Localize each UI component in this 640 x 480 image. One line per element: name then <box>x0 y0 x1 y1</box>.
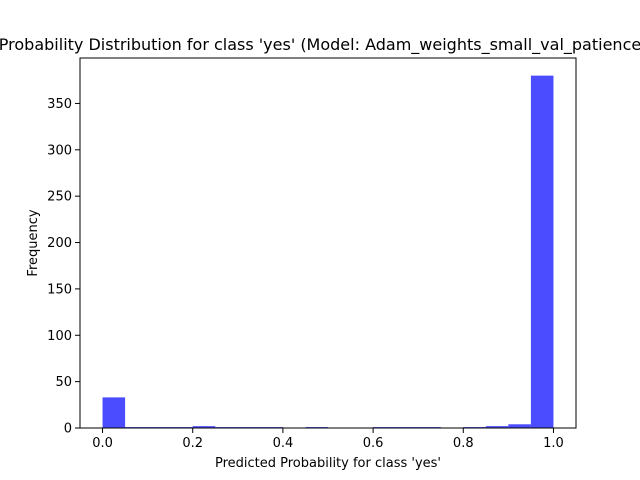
histogram-bar-18 <box>508 424 531 428</box>
y-tick-label: 150 <box>47 282 72 297</box>
x-tick-label: 0.4 <box>273 436 294 451</box>
x-tick-label: 0.8 <box>453 436 474 451</box>
y-tick-label: 0 <box>64 422 72 437</box>
y-tick-label: 350 <box>47 97 72 112</box>
histogram-bar-17 <box>485 426 509 428</box>
y-tick-label: 100 <box>47 329 72 344</box>
y-axis-label: Frequency <box>26 209 41 276</box>
x-tick-label: 0.0 <box>92 436 113 451</box>
histogram-bars <box>102 75 554 428</box>
histogram-bar-4 <box>192 426 216 428</box>
y-tick-label: 250 <box>47 190 72 205</box>
x-axis-ticks: 0.0 0.2 0.4 0.6 0.8 1.0 <box>92 428 564 451</box>
histogram-bar-19 <box>530 75 554 428</box>
y-tick-label: 50 <box>55 375 72 390</box>
x-tick-label: 0.2 <box>182 436 203 451</box>
plot-frame <box>79 57 577 429</box>
x-axis-label: Predicted Probability for class 'yes' <box>215 456 441 471</box>
chart-title: Probability Distribution for class 'yes'… <box>0 35 640 55</box>
x-tick-label: 1.0 <box>543 436 564 451</box>
y-tick-label: 200 <box>47 236 72 251</box>
x-tick-label: 0.6 <box>363 436 384 451</box>
histogram-bar-0 <box>102 397 126 428</box>
y-axis-ticks: 0 50 100 150 200 250 300 350 <box>47 97 80 437</box>
y-tick-label: 300 <box>47 143 72 158</box>
